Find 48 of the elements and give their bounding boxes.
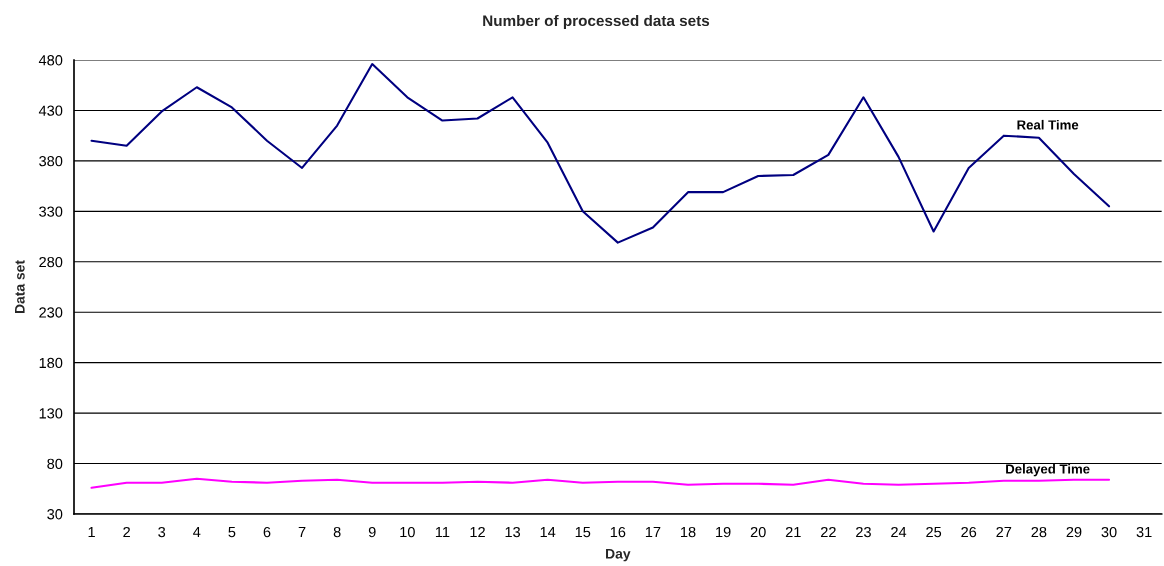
x-tick-label: 12	[470, 526, 485, 538]
x-tick-label: 10	[400, 526, 415, 538]
series-label: Delayed Time	[1006, 463, 1090, 477]
x-tick-label: 8	[333, 526, 341, 538]
x-tick-label: 27	[996, 526, 1012, 538]
y-tick-label: 130	[39, 408, 63, 419]
y-tick-label: 280	[39, 256, 63, 268]
x-tick-label: 15	[575, 527, 591, 538]
y-tick-label: 480	[38, 55, 63, 66]
y-tick-label: 330	[39, 206, 63, 217]
y-tick-label: 30	[47, 509, 63, 520]
x-tick-label: 7	[298, 527, 306, 538]
x-tick-label: 26	[961, 526, 977, 538]
x-tick-label: 22	[820, 526, 836, 538]
chart-title: Number of processed data sets	[483, 14, 710, 30]
x-tick-label: 20	[750, 526, 766, 538]
x-tick-label: 30	[1101, 526, 1117, 538]
x-tick-label: 24	[891, 526, 907, 538]
line-series	[90, 63, 1111, 244]
x-tick-label: 14	[540, 527, 556, 538]
x-axis-title: Day	[606, 548, 631, 562]
x-tick-label: 2	[123, 526, 130, 538]
y-tick-label: 230	[39, 307, 63, 318]
y-tick-label: 380	[39, 155, 63, 167]
x-tick-label: 3	[158, 526, 166, 538]
x-tick-label: 9	[368, 526, 376, 538]
line-series	[90, 477, 1111, 489]
y-tick-label: 180	[39, 357, 63, 369]
x-tick-label: 19	[716, 526, 731, 538]
x-tick-label: 4	[193, 527, 201, 538]
y-axis-title: Data set	[15, 260, 25, 314]
x-tick-label: 18	[681, 526, 696, 538]
x-tick-label: 17	[645, 527, 661, 538]
x-tick-label: 1	[88, 527, 95, 538]
y-tick-label: 430	[38, 105, 63, 116]
x-tick-label: 23	[856, 526, 871, 538]
y-tick-label: 80	[47, 458, 63, 469]
x-tick-label: 25	[926, 526, 942, 538]
x-tick-label: 5	[228, 527, 236, 538]
x-tick-label: 29	[1066, 526, 1082, 538]
x-tick-label: 28	[1031, 526, 1047, 538]
x-tick-label: 21	[785, 526, 801, 538]
x-tick-label: 13	[505, 526, 521, 538]
series-label: Real Time	[1017, 119, 1079, 130]
x-tick-label: 31	[1136, 526, 1152, 538]
x-tick-label: 11	[435, 527, 450, 538]
x-tick-label: 6	[263, 526, 271, 538]
x-tick-label: 16	[610, 526, 626, 538]
